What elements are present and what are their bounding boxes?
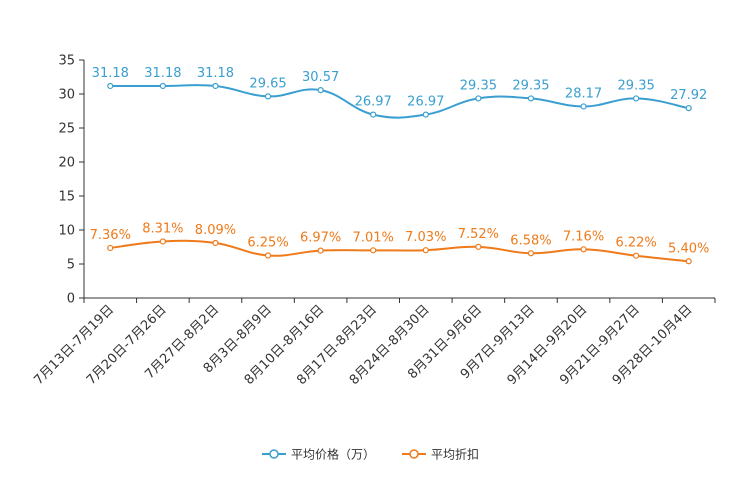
data-label: 7.52% — [458, 227, 499, 242]
series-line-2 — [110, 239, 689, 263]
data-label: 29.35 — [460, 78, 497, 93]
data-label: 6.25% — [247, 236, 288, 251]
data-label: 26.97 — [355, 95, 392, 110]
data-point — [159, 238, 166, 245]
data-label: 8.09% — [195, 223, 236, 238]
legend[interactable]: 平均价格（万） 平均折扣 — [262, 447, 479, 462]
data-label: 26.97 — [407, 95, 444, 110]
series-line-1 — [110, 84, 689, 119]
data-point — [370, 111, 377, 118]
legend-item-2[interactable]: 平均折扣 — [402, 447, 479, 462]
legend-marker-icon — [409, 449, 419, 459]
data-label: 31.18 — [92, 66, 129, 81]
data-label: 7.36% — [90, 228, 131, 243]
data-label: 28.17 — [565, 86, 602, 101]
data-point — [633, 95, 640, 102]
data-label: 6.97% — [300, 231, 341, 246]
data-label: 7.16% — [563, 229, 604, 244]
data-point — [212, 239, 219, 247]
y-tick-label: 20 — [58, 156, 75, 171]
data-label: 29.65 — [249, 76, 286, 91]
data-label: 6.58% — [510, 233, 551, 248]
data-point — [317, 247, 324, 254]
data-label: 8.31% — [142, 221, 183, 236]
series-layer: 31.18 31.18 31.18 29.65 30.57 26.97 26.97 29.35… — [90, 66, 709, 265]
data-point — [159, 82, 166, 90]
data-point — [527, 250, 535, 257]
data-point — [264, 252, 272, 259]
data-label: 29.35 — [512, 78, 549, 93]
y-tick-label: 35 — [58, 54, 75, 69]
data-point — [264, 93, 272, 100]
data-point — [212, 82, 219, 90]
legend-label: 平均折扣 — [431, 447, 479, 462]
legend-label: 平均价格（万） — [291, 447, 375, 462]
data-label: 7.01% — [353, 230, 394, 245]
data-point — [107, 82, 114, 90]
data-label: 30.57 — [302, 70, 339, 85]
data-point — [633, 252, 640, 259]
legend-item-1[interactable]: 平均价格（万） — [262, 447, 375, 462]
legend-marker-icon — [269, 449, 279, 459]
data-point — [475, 95, 482, 102]
y-tick-label: 25 — [58, 122, 75, 137]
y-tick-label: 15 — [58, 190, 75, 205]
data-label: 5.40% — [668, 241, 709, 256]
data-label: 29.35 — [618, 78, 655, 93]
y-tick-label: 5 — [67, 258, 75, 273]
data-point — [527, 95, 535, 102]
data-label: 27.92 — [670, 88, 707, 103]
y-tick-label: 10 — [58, 224, 75, 239]
data-label: 6.22% — [615, 236, 656, 251]
data-point — [107, 244, 114, 252]
data-point — [580, 246, 587, 253]
y-tick-label: 30 — [58, 88, 75, 103]
y-tick-label: 0 — [67, 292, 75, 307]
data-point — [685, 258, 692, 265]
data-point — [422, 247, 429, 254]
data-point — [475, 243, 482, 250]
data-point — [685, 105, 692, 112]
data-point — [370, 247, 377, 254]
data-point — [317, 87, 324, 94]
data-label: 31.18 — [197, 66, 234, 81]
data-label: 31.18 — [144, 66, 181, 81]
data-point — [580, 103, 587, 110]
data-label: 7.03% — [405, 230, 446, 245]
data-point — [422, 111, 429, 118]
